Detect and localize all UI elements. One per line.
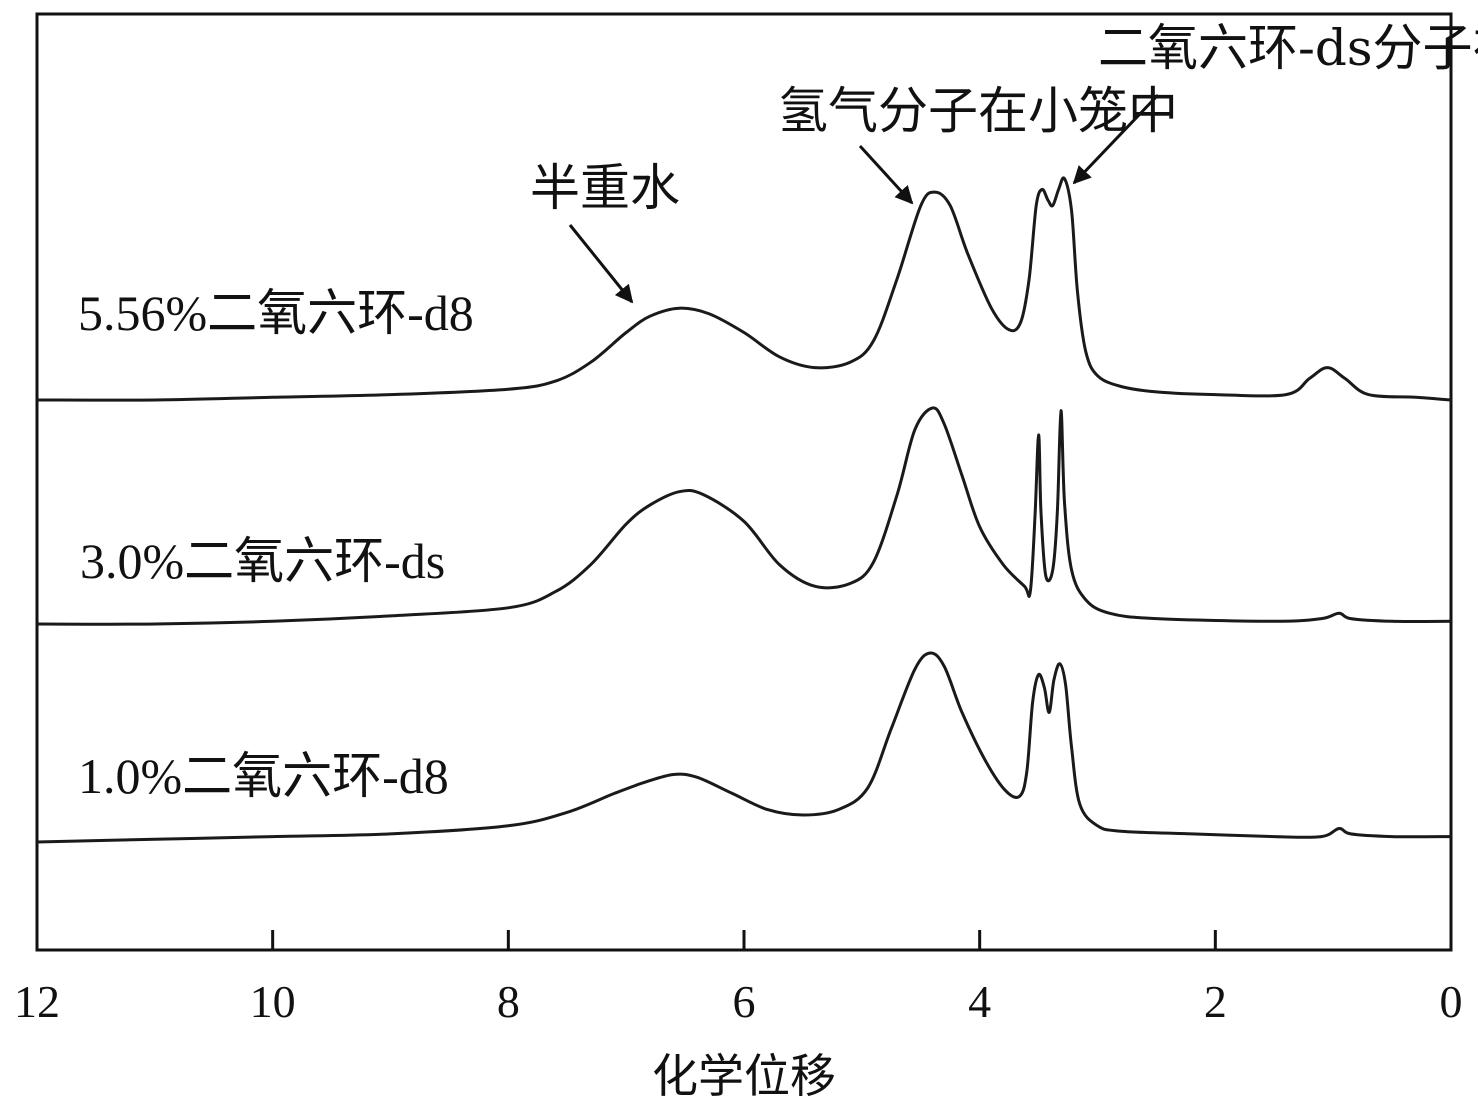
spectrum-line xyxy=(36,651,1452,844)
x-tick-label: 4 xyxy=(968,976,991,1027)
x-tick-label: 0 xyxy=(1440,976,1463,1027)
annotation-label: 氢气分子在小笼中 xyxy=(778,82,1178,140)
spectrum-line xyxy=(36,406,1452,626)
plot-frame xyxy=(35,12,1453,952)
annotation-arrow xyxy=(858,144,914,205)
x-tick-label: 8 xyxy=(497,976,520,1027)
annotation-label: 二氧六环-ds分子在大笼中 xyxy=(1098,19,1478,77)
annotation-arrow xyxy=(1072,93,1160,185)
series-label: 1.0%二氧六环-d8 xyxy=(78,748,449,804)
spectrum-line xyxy=(36,176,1452,402)
annotation-arrow xyxy=(568,224,634,304)
x-axis-label: 化学位移 xyxy=(652,1051,836,1102)
x-tick-label: 2 xyxy=(1204,976,1227,1027)
x-tick-label: 10 xyxy=(250,976,296,1027)
spectrum-lines xyxy=(36,176,1452,844)
x-tick-label: 12 xyxy=(14,976,60,1027)
x-axis-tick-labels: 12 10 8 6 4 2 0 xyxy=(14,976,1463,1027)
series-labels: 5.56%二氧六环-d8 3.0%二氧六环-ds 1.0%二氧六环-d8 xyxy=(78,285,474,804)
x-tick-label: 6 xyxy=(733,976,756,1027)
series-label: 5.56%二氧六环-d8 xyxy=(78,285,474,341)
series-label: 3.0%二氧六环-ds xyxy=(80,533,445,589)
x-axis-ticks xyxy=(35,930,1453,950)
annotation-label: 半重水 xyxy=(530,159,680,217)
